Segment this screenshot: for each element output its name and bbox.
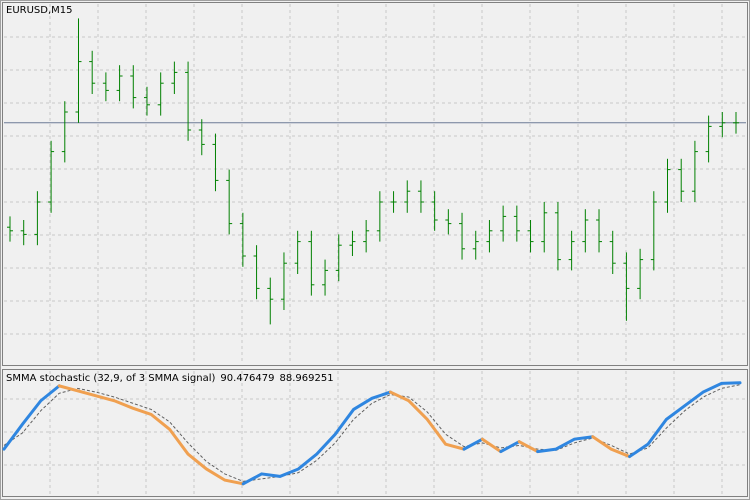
ohlc-bar xyxy=(7,216,13,242)
ohlc-bar xyxy=(349,230,356,256)
ohlc-bar xyxy=(20,220,27,246)
main-line xyxy=(628,381,742,459)
ohlc-bar xyxy=(280,252,287,310)
main-line xyxy=(388,390,466,451)
ohlc-bar xyxy=(363,220,370,253)
ohlc-bar xyxy=(733,112,739,134)
ohlc-bar xyxy=(130,65,137,109)
main-line xyxy=(241,390,392,486)
ohlc-bar xyxy=(75,18,82,123)
indicator-main-value: 90.476479 xyxy=(220,373,274,384)
ohlc-bar xyxy=(239,212,246,267)
ohlc-bar xyxy=(445,209,452,235)
ohlc-bar xyxy=(198,119,205,156)
ohlc-bar xyxy=(678,158,685,202)
ohlc-bar xyxy=(390,191,397,213)
ohlc-bar xyxy=(226,169,233,235)
ohlc-bar xyxy=(500,205,507,242)
ohlc-bar xyxy=(650,191,657,271)
ohlc-bar xyxy=(376,191,383,242)
ohlc-bar xyxy=(253,245,260,300)
ohlc-bar xyxy=(609,230,616,274)
ohlc-bar xyxy=(596,209,603,253)
ohlc-bar xyxy=(486,220,493,253)
main-line xyxy=(536,435,595,454)
ohlc-bar xyxy=(34,191,41,246)
main-line xyxy=(462,437,484,451)
ohlc-bar xyxy=(513,205,520,242)
main-line xyxy=(2,384,61,451)
ohlc-bar xyxy=(185,61,192,141)
ohlc-bar xyxy=(157,72,164,116)
ohlc-bar xyxy=(308,230,315,296)
signal-line xyxy=(3,384,741,482)
ohlc-bar xyxy=(431,191,438,231)
plot-layer xyxy=(2,4,746,495)
ohlc-bar xyxy=(89,50,96,94)
ohlc-bar xyxy=(171,61,178,94)
ohlc-bar xyxy=(116,65,123,102)
ohlc-bar xyxy=(582,209,589,253)
ohlc-bar xyxy=(61,101,68,163)
ohlc-bar xyxy=(212,133,219,192)
main-line xyxy=(480,437,503,454)
ohlc-bar xyxy=(143,86,150,116)
main-line xyxy=(57,384,245,486)
ohlc-bar xyxy=(637,248,644,300)
ohlc-bar xyxy=(48,140,55,213)
ohlc-bar xyxy=(417,180,424,213)
ohlc-bar xyxy=(527,220,534,253)
main-line xyxy=(499,440,521,454)
ohlc-bar xyxy=(623,252,630,321)
ohlc-bar xyxy=(102,72,109,102)
ohlc-bar xyxy=(541,202,548,253)
ohlc-bar xyxy=(459,212,466,260)
ohlc-bar xyxy=(322,259,329,296)
ohlc-bar xyxy=(705,115,712,163)
ohlc-bar xyxy=(294,230,301,274)
main-line xyxy=(591,435,632,459)
ohlc-bar xyxy=(472,230,479,260)
ohlc-bar xyxy=(719,112,726,138)
ohlc-bar xyxy=(554,202,561,271)
ohlc-bar xyxy=(664,158,671,213)
indicator-signal-value: 88.969251 xyxy=(280,373,334,384)
ohlc-bar xyxy=(335,234,342,282)
indicator-panel xyxy=(2,369,748,497)
symbol-title: EURUSD,M15 xyxy=(6,5,72,16)
indicator-title: SMMA stochastic (32,9, of 3 SMMA signal) xyxy=(6,373,216,384)
ohlc-bar xyxy=(267,277,274,325)
ohlc-bar xyxy=(404,180,411,213)
main-line xyxy=(517,440,540,454)
price-panel xyxy=(2,2,748,366)
ohlc-bar xyxy=(568,230,575,271)
ohlc-bar xyxy=(691,140,698,202)
